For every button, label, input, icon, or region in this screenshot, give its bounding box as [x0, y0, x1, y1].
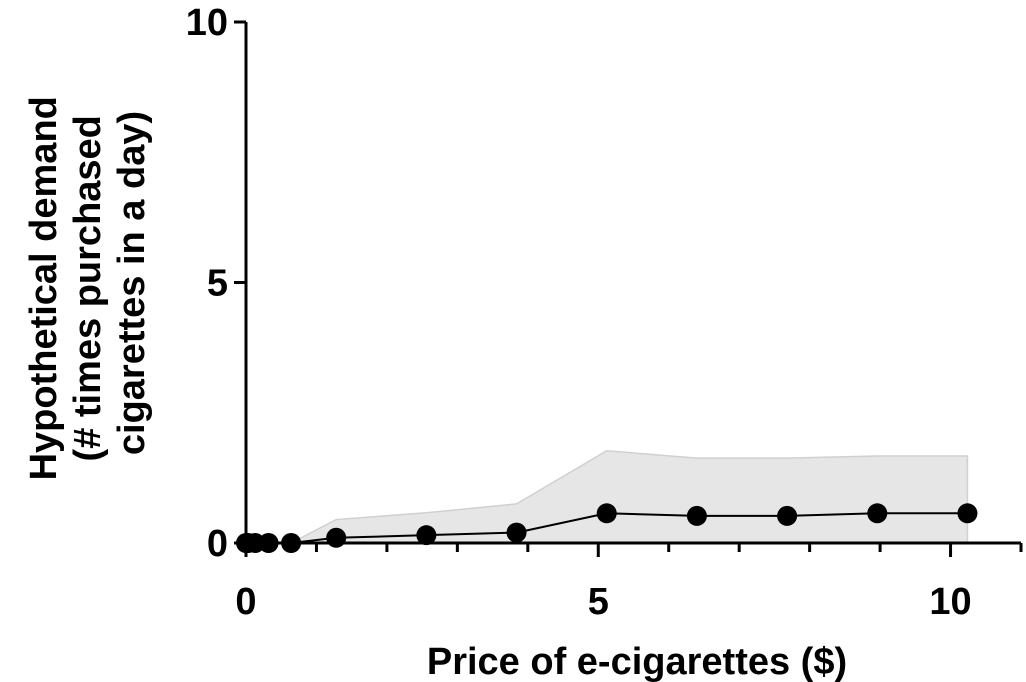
data-point: [867, 503, 888, 524]
x-axis-title: Price of e-cigarettes ($): [427, 641, 847, 682]
y-tick-label: 10: [186, 2, 228, 44]
axes: [234, 20, 1023, 557]
data-point: [281, 533, 302, 553]
data-point: [258, 533, 279, 553]
tick-labels: 0 5 10 0 5 10: [186, 2, 972, 623]
error-band-0: [246, 450, 969, 544]
y-tick-label: 5: [207, 263, 228, 305]
y-axis-title-line-3: cigarettes in a day): [111, 111, 153, 455]
data-point: [777, 505, 798, 526]
y-axis-title-line-1: Hypothetical demand: [23, 96, 65, 480]
y-axis-title: Hypothetical demand (# times purchased c…: [23, 86, 153, 481]
confidence-band: [246, 450, 969, 544]
x-tick-label: 5: [588, 581, 609, 623]
data-point: [506, 522, 527, 543]
data-series: [236, 503, 978, 553]
x-tick-label: 10: [929, 581, 971, 623]
data-point: [686, 505, 707, 526]
data-point: [416, 525, 437, 546]
y-tick-label: 0: [207, 523, 228, 565]
data-point: [596, 503, 617, 524]
data-point: [957, 503, 978, 524]
x-tick-label: 0: [235, 581, 256, 623]
data-point: [326, 527, 347, 548]
y-axis-title-line-2: (# times purchased: [67, 115, 109, 461]
